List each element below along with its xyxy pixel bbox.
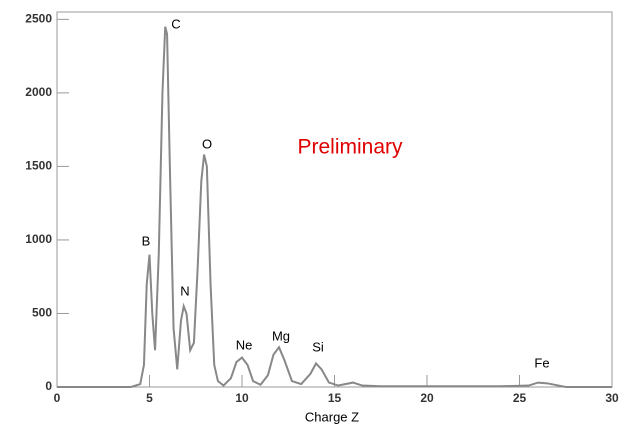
data-line: [57, 26, 612, 388]
y-tick-label: 0: [45, 379, 52, 393]
x-axis-label: Charge Z: [305, 409, 359, 424]
annotation: Si: [312, 339, 324, 354]
annotation: B: [142, 233, 151, 248]
y-tick-label: 1500: [25, 159, 52, 173]
annotation: N: [180, 283, 189, 298]
x-tick-label: 0: [54, 391, 61, 405]
plot-frame: [56, 11, 613, 388]
y-tick-label: 2500: [25, 12, 52, 26]
annotation: Fe: [534, 355, 549, 370]
x-tick-label: 20: [420, 391, 434, 405]
annotation: Ne: [236, 337, 253, 352]
annotation: O: [202, 136, 212, 151]
annotation: C: [171, 16, 180, 31]
x-tick-label: 10: [235, 391, 249, 405]
y-tick-label: 2000: [25, 85, 52, 99]
annotation-preliminary: Preliminary: [297, 136, 403, 159]
x-tick-label: 25: [513, 391, 527, 405]
x-tick-label: 5: [146, 391, 153, 405]
y-tick-label: 500: [32, 306, 52, 320]
x-tick-label: 15: [328, 391, 342, 405]
x-tick-label: 30: [605, 391, 619, 405]
y-tick-label: 1000: [25, 232, 52, 246]
annotation: Mg: [272, 328, 290, 343]
